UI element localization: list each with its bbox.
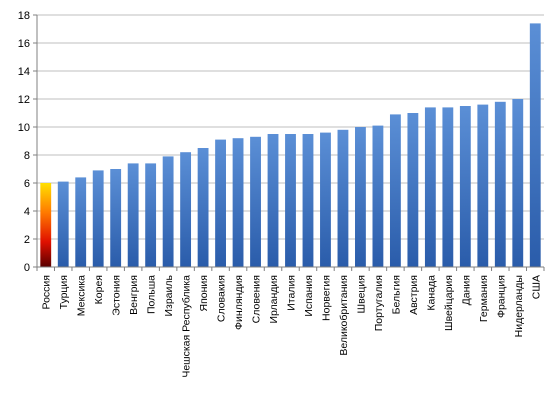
x-category-label: Корея [93, 275, 105, 304]
bar-0 [40, 183, 52, 267]
bar-23 [442, 107, 454, 268]
x-category-label: Ирландия [268, 275, 280, 323]
bar-9 [197, 148, 209, 267]
y-tick-label: 14 [18, 66, 30, 78]
x-category-label: Мексика [76, 275, 88, 316]
bar-24 [459, 106, 471, 267]
x-category-label: Израиль [163, 274, 175, 316]
bar-18 [355, 127, 366, 267]
bars [36, 23, 545, 271]
x-category-label: Турция [58, 275, 70, 309]
bar-6 [145, 163, 157, 267]
bar-15 [302, 134, 314, 267]
y-tick-label: 6 [24, 178, 30, 190]
x-category-label: Эстония [111, 275, 123, 316]
x-category-label: Нидерланды [513, 275, 525, 337]
x-category-label: Дания [460, 275, 472, 305]
x-category-label: Португалия [373, 275, 385, 331]
bar-21 [407, 113, 419, 267]
x-category-label: Германия [478, 275, 490, 322]
x-category-label: США [530, 275, 542, 299]
x-category-label: Япония [198, 275, 210, 311]
x-category-label: Испания [303, 275, 315, 317]
y-tick-label: 0 [24, 262, 30, 274]
bar-1 [57, 181, 69, 267]
y-tick-label: 18 [18, 10, 30, 22]
x-category-label: Словакия [216, 275, 228, 322]
bar-17 [337, 129, 349, 267]
bar-20 [389, 114, 401, 268]
x-category-label: Чешская Республика [181, 275, 193, 378]
axes [36, 15, 544, 268]
x-category-label: Польша [146, 275, 158, 314]
y-tick-label: 16 [18, 38, 30, 50]
x-category-label: Россия [41, 275, 53, 309]
bar-13 [267, 134, 279, 267]
bar-3 [92, 170, 104, 267]
bar-10 [215, 139, 226, 267]
x-category-label: Великобритания [338, 275, 350, 356]
x-category-label: Финляндия [233, 275, 245, 330]
bar-4 [110, 169, 122, 267]
y-tick-label: 4 [24, 206, 30, 218]
bar-28 [529, 23, 541, 268]
x-category-label: Бельгия [390, 275, 402, 314]
bar-14 [285, 134, 296, 267]
y-tick-label: 12 [18, 94, 30, 106]
bar-16 [320, 132, 331, 267]
y-tick-label: 10 [18, 122, 30, 134]
bar-2 [75, 177, 87, 267]
x-category-label: Словения [251, 275, 263, 323]
y-tick-label: 2 [24, 234, 30, 246]
x-category-label: Канада [425, 275, 437, 311]
bar-5 [127, 163, 139, 267]
bar-8 [180, 152, 192, 267]
bar-11 [232, 138, 244, 267]
x-category-label: Франция [495, 275, 507, 318]
x-category-label: Швейцария [443, 275, 455, 331]
x-category-label: Италия [286, 275, 298, 311]
x-category-label: Венгрия [128, 275, 140, 315]
bar-22 [424, 107, 436, 268]
y-tick-label: 8 [24, 150, 30, 162]
bar-7 [162, 156, 174, 267]
bar-19 [372, 125, 384, 267]
x-axis-category-labels: Россия Турция Мексика Корея Эстония Венгрия По… [41, 274, 543, 377]
bar-12 [250, 136, 261, 267]
x-category-label: Швеция [355, 275, 367, 314]
bar-27 [512, 99, 524, 267]
bar-25 [477, 104, 489, 267]
x-category-label: Норвегия [320, 275, 332, 321]
y-axis-tick-labels: 0 2 4 6 8 10 12 14 16 18 [18, 10, 30, 274]
bar-26 [494, 101, 506, 267]
x-category-label: Австрия [408, 275, 420, 315]
